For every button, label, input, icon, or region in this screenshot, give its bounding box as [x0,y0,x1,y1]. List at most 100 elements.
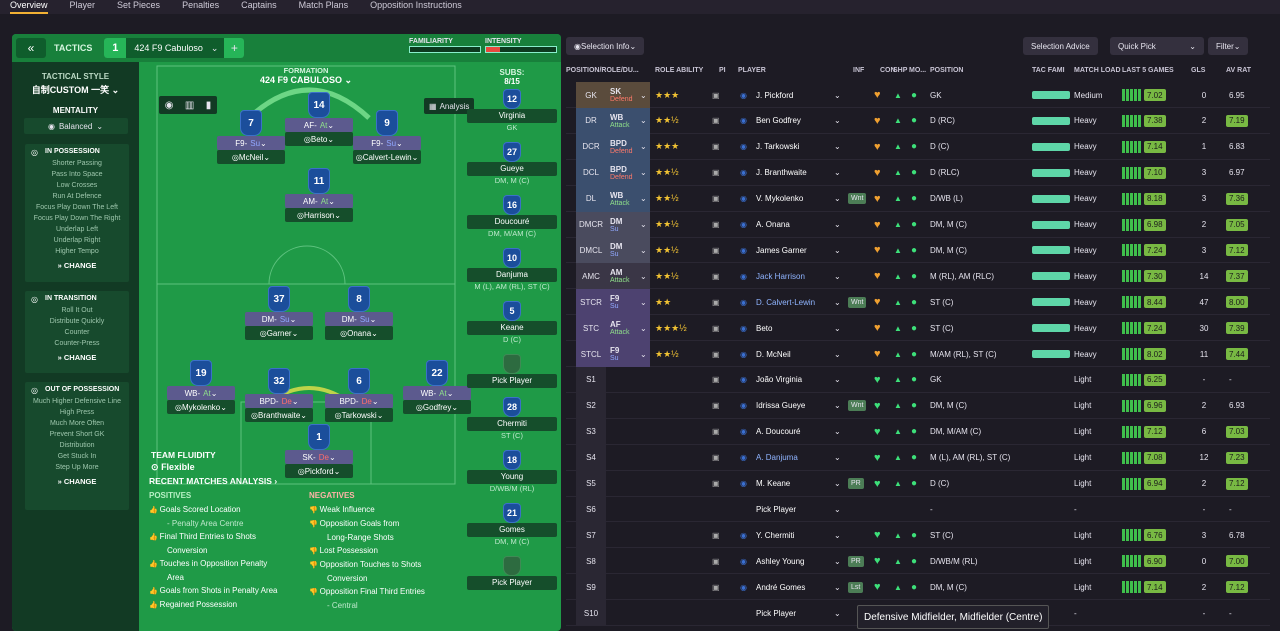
tab-penalties[interactable]: Penalties [182,0,220,10]
player-instructions-icon[interactable]: ▣ [712,168,720,178]
player-name[interactable]: Ben Godfrey [756,108,846,134]
sub-name[interactable]: Gomes [467,523,557,537]
table-row[interactable]: S9 ▣ ◉ André Gomes ⌄ Lst ♥ ▲ ● DM, M (C) Light 7.14… [566,574,1270,601]
column-header[interactable]: MO... [909,67,927,74]
column-header[interactable]: CON [880,67,896,74]
analysis-button[interactable]: ▦ Analysis [424,98,475,114]
role-duty[interactable]: AF Attack [606,315,650,342]
chevron-down-icon[interactable]: ⌄ [834,427,841,437]
position-slot[interactable]: DMCL [576,237,606,264]
player-card-calvert-lewin[interactable]: 9 F9 - Su ⌄ ◎ Calvert-Lewin ⌄ [353,110,421,164]
position-slot[interactable]: S6 [576,496,606,523]
column-header[interactable]: ROLE ABILITY [655,67,704,74]
player-instructions-icon[interactable]: ▣ [712,142,720,152]
sub-slot[interactable]: 28 Chermiti ST (C) [467,397,557,441]
chevron-down-icon[interactable]: ⌄ [834,194,841,204]
chevron-down-icon[interactable]: ⌄ [640,168,647,178]
player-name[interactable]: A. Danjuma [756,445,846,471]
table-row[interactable]: STCR F9 Su ⌄ ★★ ▣ ◉ D. Calvert-Lewin ⌄ Wnt ♥ ▲ ● ST (… [566,289,1270,316]
position-slot[interactable]: DCR [576,133,606,160]
chevron-down-icon[interactable]: ⌄ [834,556,841,566]
chevron-down-icon[interactable]: ⌄ [640,323,647,333]
player-name[interactable]: D. McNeil [756,341,846,367]
sub-slot[interactable]: 21 Gomes DM, M (C) [467,503,557,547]
player-instructions-icon[interactable]: ▣ [712,323,720,333]
quick-pick-button[interactable]: Quick Pick ⌄ [1110,37,1204,55]
tab-opposition-instructions[interactable]: Opposition Instructions [370,0,462,10]
position-slot[interactable]: S4 [576,444,606,471]
position-slot[interactable]: S9 [576,574,606,601]
position-slot[interactable]: DMCR [576,211,606,238]
tactic-selector[interactable]: 1 424 F9 Cabuloso ⌄ + [104,38,245,58]
info-view-icon[interactable]: ▮ [205,99,212,111]
sub-name[interactable]: Doucouré [467,215,557,229]
player-card-mcneil[interactable]: 7 F9 - Su ⌄ ◎ McNeil ⌄ [217,110,285,164]
player-name[interactable]: Pick Player [756,496,846,522]
sub-name[interactable]: Pick Player [467,374,557,388]
sub-name[interactable]: Danjuma [467,268,557,282]
player-instructions-icon[interactable]: ▣ [712,375,720,385]
player-name[interactable]: ◎ Pickford ⌄ [285,464,353,478]
position-slot[interactable]: S5 [576,470,606,497]
tab-player[interactable]: Player [69,0,96,10]
position-slot[interactable]: S1 [576,366,606,393]
sub-slot[interactable]: 18 Young D/WB/M (RL) [467,450,557,494]
role-duty[interactable]: WB Attack [606,185,650,212]
table-row[interactable]: AMC AM Attack ⌄ ★★½ ▣ ◉ Jack Harrison ⌄ ♥ ▲ ● M (RL)… [566,263,1270,290]
selection-info-dropdown[interactable]: ◉ Selection Info ⌄ [566,37,645,55]
player-name[interactable]: James Garner [756,237,846,263]
player-name[interactable]: ◎ Harrison ⌄ [285,208,353,222]
add-tactic-button[interactable]: + [224,38,245,58]
player-role[interactable]: AM - At ⌄ [285,194,353,208]
player-name[interactable]: ◎ Beto ⌄ [285,132,353,146]
player-role[interactable]: BPD - De ⌄ [245,394,313,408]
table-row[interactable]: S5 ▣ ◉ M. Keane ⌄ PR ♥ ▲ ● D (C) Light 6.94 2 7.12 [566,470,1270,497]
player-name[interactable]: André Gomes [756,574,846,600]
role-duty[interactable]: SK Defend [606,82,650,108]
back-button[interactable]: « [16,38,46,58]
chevron-down-icon[interactable]: ⌄ [834,375,841,385]
player-instructions-icon[interactable]: ▣ [712,582,720,592]
player-instructions-icon[interactable]: ▣ [712,245,720,255]
chevron-down-icon[interactable]: ⌄ [834,168,841,178]
player-instructions-icon[interactable]: ▣ [712,297,720,307]
player-name[interactable]: Y. Chermiti [756,522,846,548]
player-name[interactable]: J. Pickford [756,82,846,108]
player-name[interactable]: J. Branthwaite [756,160,846,186]
player-view-icon[interactable]: ◉ [164,99,174,111]
player-role[interactable]: WB - At ⌄ [167,386,235,400]
player-role[interactable]: DM - Su ⌄ [325,312,393,326]
player-name[interactable]: M. Keane [756,471,846,497]
table-row[interactable]: DCL BPD Defend ⌄ ★★½ ▣ ◉ J. Branthwaite ⌄ ♥ ▲ ● D (R… [566,159,1270,186]
tab-captains[interactable]: Captains [241,0,277,10]
table-row[interactable]: DL WB Attack ⌄ ★★½ ▣ ◉ V. Mykolenko ⌄ Wnt ♥ ▲ ● D/WB … [566,185,1270,212]
selection-advice-button[interactable]: Selection Advice [1023,37,1098,55]
analysis-title[interactable]: RECENT MATCHES ANALYSIS › [149,476,278,486]
player-name[interactable]: ◎ Tarkowski ⌄ [325,408,393,422]
player-name[interactable]: Idrissa Gueye [756,393,846,419]
table-row[interactable]: S8 ▣ ◉ Ashley Young ⌄ PR ♥ ▲ ● D/WB/M (RL) Light 6.… [566,548,1270,575]
player-name[interactable]: Pick Player [756,600,846,626]
table-row[interactable]: DR WB Attack ⌄ ★★½ ▣ ◉ Ben Godfrey ⌄ ♥ ▲ ● D (RC) Hea… [566,107,1270,134]
position-slot[interactable]: S3 [576,418,606,445]
player-name[interactable]: A. Doucouré [756,419,846,445]
sub-name[interactable]: Young [467,470,557,484]
role-duty[interactable]: AM Attack [606,263,650,290]
player-card-beto[interactable]: 14 AF - At ⌄ ◎ Beto ⌄ [285,92,353,146]
player-name[interactable]: ◎ Branthwaite ⌄ [245,408,313,422]
chevron-down-icon[interactable]: ⌄ [834,349,841,359]
player-name[interactable]: Jack Harrison [756,263,846,289]
player-name[interactable]: J. Tarkowski [756,134,846,160]
sub-name[interactable]: Chermiti [467,417,557,431]
position-slot[interactable]: DCL [576,159,606,186]
role-duty[interactable]: F9 Su [606,289,650,316]
sub-slot[interactable]: Pick Player [467,354,557,388]
player-name[interactable]: D. Calvert-Lewin [756,289,846,315]
player-role[interactable]: F9 - Su ⌄ [353,136,421,150]
player-instructions-icon[interactable]: ▣ [712,479,720,488]
chevron-down-icon[interactable]: ⌄ [834,297,841,307]
player-card-mykolenko[interactable]: 19 WB - At ⌄ ◎ Mykolenko ⌄ [167,360,235,414]
sub-name[interactable]: Keane [467,321,557,335]
chevron-down-icon[interactable]: ⌄ [640,220,647,229]
player-name[interactable]: ◎ Garner ⌄ [245,326,313,340]
